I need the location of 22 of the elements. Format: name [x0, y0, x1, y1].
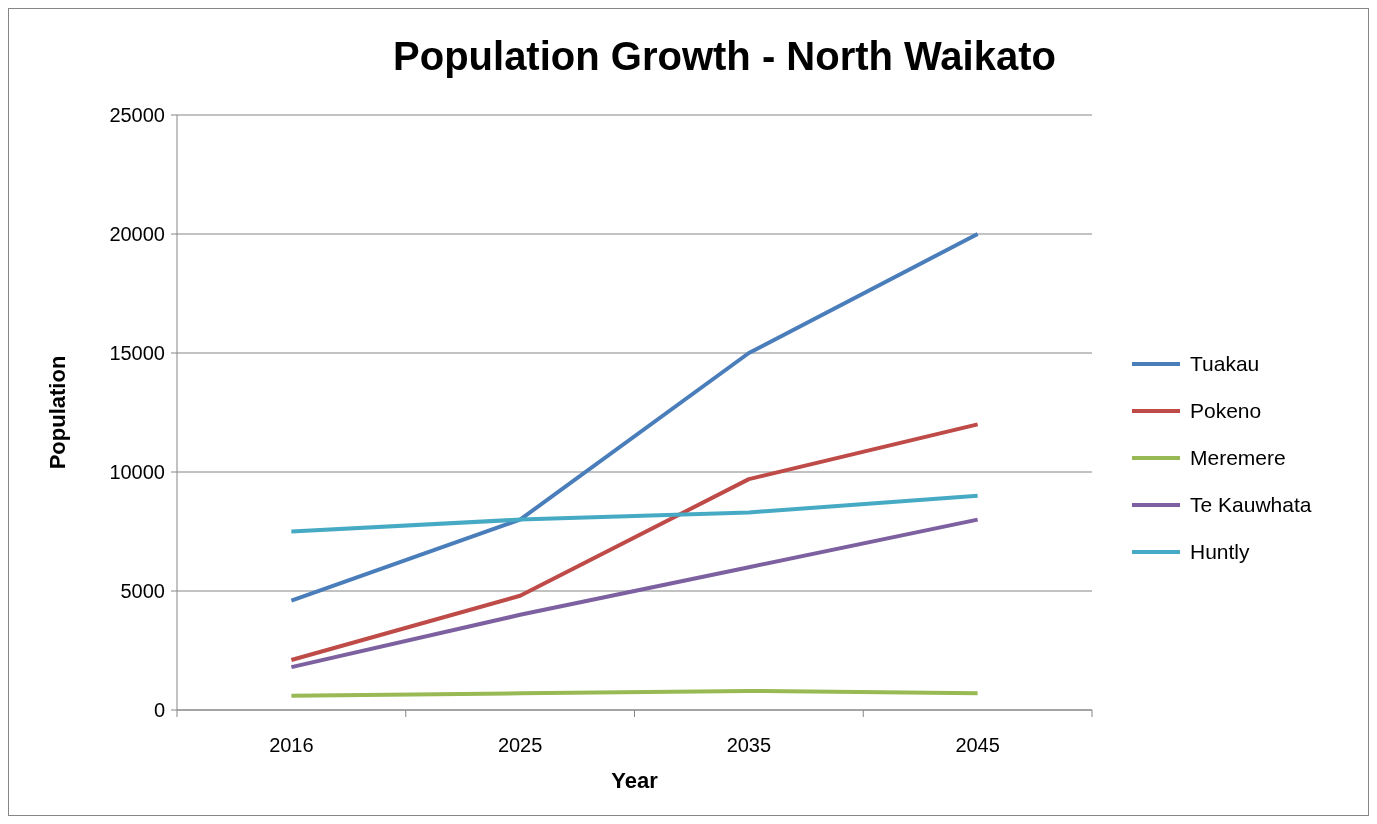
line-series [289, 232, 980, 603]
legend-label: Huntly [1190, 540, 1251, 564]
x-tick-label: 2045 [955, 734, 1000, 756]
x-tick-label: 2016 [269, 734, 314, 756]
y-tick-label: 15000 [109, 342, 165, 364]
y-tick-label: 0 [153, 699, 165, 721]
legend-label: Meremere [1190, 446, 1286, 470]
x-tick-label: 2035 [726, 734, 772, 756]
y-tick-label: 10000 [109, 461, 165, 483]
legend-label: Pokeno [1190, 399, 1262, 423]
line-series [289, 493, 980, 534]
chart-title: Population Growth - North Waikato [393, 34, 1056, 78]
line-series [289, 517, 980, 670]
x-tick-label: 2025 [497, 734, 543, 756]
line-series [289, 422, 980, 663]
y-tick-label: 5000 [120, 580, 165, 602]
x-axis-title: Year [611, 768, 659, 793]
y-tick-label: 20000 [109, 223, 165, 245]
legend-label: Te Kauwhata [1190, 493, 1312, 517]
legend-label: Tuakau [1190, 352, 1260, 376]
y-tick-label: 25000 [109, 104, 165, 126]
y-axis-title: Population [45, 355, 70, 470]
